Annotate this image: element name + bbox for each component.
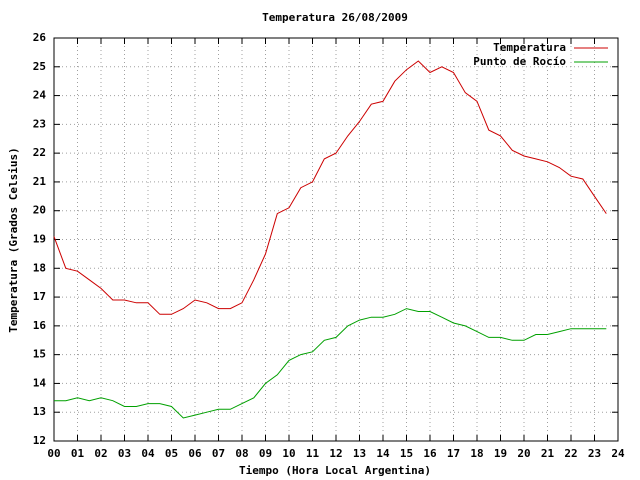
x-tick-label: 15 [400, 447, 413, 460]
x-tick-label: 06 [188, 447, 202, 460]
y-tick-label: 26 [33, 31, 47, 44]
x-tick-label: 04 [141, 447, 155, 460]
x-tick-label: 08 [235, 447, 248, 460]
y-tick-label: 12 [33, 434, 46, 447]
y-tick-label: 25 [33, 60, 46, 73]
x-tick-label: 20 [517, 447, 530, 460]
y-tick-label: 14 [33, 376, 47, 389]
y-tick-label: 15 [33, 348, 46, 361]
y-tick-label: 23 [33, 117, 46, 130]
y-tick-label: 13 [33, 405, 46, 418]
x-tick-label: 24 [611, 447, 625, 460]
y-tick-label: 22 [33, 146, 46, 159]
x-tick-label: 11 [306, 447, 320, 460]
chart-title: Temperatura 26/08/2009 [262, 11, 408, 24]
data-line [54, 308, 607, 419]
x-axis-label: Tiempo (Hora Local Argentina) [239, 464, 431, 477]
x-tick-label: 03 [118, 447, 131, 460]
y-tick-label: 21 [33, 175, 47, 188]
y-tick-label: 19 [33, 233, 46, 246]
x-tick-label: 00 [47, 447, 60, 460]
x-tick-label: 21 [541, 447, 555, 460]
x-tick-label: 09 [259, 447, 272, 460]
x-tick-label: 12 [329, 447, 342, 460]
x-tick-label: 01 [71, 447, 85, 460]
y-tick-label: 24 [33, 89, 47, 102]
legend-label: Temperatura [493, 41, 566, 54]
y-tick-label: 18 [33, 261, 46, 274]
x-tick-label: 23 [588, 447, 601, 460]
x-tick-label: 16 [423, 447, 437, 460]
y-tick-label: 20 [33, 204, 46, 217]
x-tick-label: 18 [470, 447, 483, 460]
plot-border [53, 37, 619, 442]
y-tick-label: 17 [33, 290, 46, 303]
x-tick-label: 02 [94, 447, 107, 460]
data-line [53, 60, 607, 315]
x-tick-label: 14 [376, 447, 390, 460]
y-axis-label: Temperatura (Grados Celsius) [7, 147, 20, 332]
x-tick-label: 19 [494, 447, 507, 460]
x-tick-label: 07 [212, 447, 225, 460]
x-tick-label: 13 [353, 447, 366, 460]
x-tick-label: 05 [165, 447, 178, 460]
x-tick-label: 17 [447, 447, 460, 460]
x-tick-label: 10 [282, 447, 295, 460]
x-tick-label: 22 [564, 447, 577, 460]
legend-label: Punto de Rocío [473, 55, 566, 68]
y-tick-label: 16 [33, 319, 47, 332]
